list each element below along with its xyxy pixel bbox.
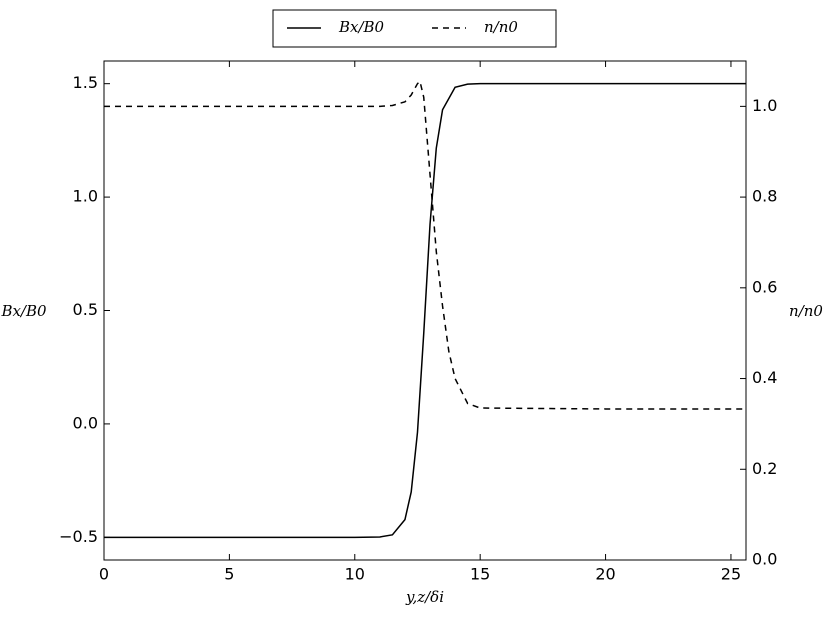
y2-axis-label: n/n0 bbox=[789, 302, 823, 320]
y2-tick-label: 0.6 bbox=[752, 277, 777, 296]
y-axis-label: Bx/B0 bbox=[0, 302, 47, 320]
x-tick-label: 5 bbox=[224, 565, 234, 584]
line-series bbox=[104, 82, 746, 539]
line-series bbox=[104, 80, 746, 410]
legend-label: Bx/B0 bbox=[338, 18, 385, 36]
legend-label: n/n0 bbox=[484, 18, 518, 36]
y2-tick-label: 0.8 bbox=[752, 187, 777, 206]
y-tick-label: 1.5 bbox=[73, 73, 98, 92]
y-tick-label: 1.0 bbox=[73, 187, 98, 206]
y2-tick-label: 0.2 bbox=[752, 459, 777, 478]
y2-tick-label: 1.0 bbox=[752, 96, 777, 115]
y2-tick-label: 0.4 bbox=[752, 368, 777, 387]
x-tick-label: 25 bbox=[721, 565, 741, 584]
x-tick-label: 15 bbox=[470, 565, 490, 584]
x-tick-label: 0 bbox=[99, 565, 109, 584]
y-tick-label: 0.0 bbox=[73, 413, 98, 432]
y-tick-label: 0.5 bbox=[73, 300, 98, 319]
y-tick-label: −0.5 bbox=[59, 527, 98, 546]
x-tick-label: 20 bbox=[595, 565, 615, 584]
y2-tick-label: 0.0 bbox=[752, 550, 777, 569]
x-tick-label: 10 bbox=[345, 565, 365, 584]
x-axis-label: y,z/δi bbox=[405, 588, 444, 606]
